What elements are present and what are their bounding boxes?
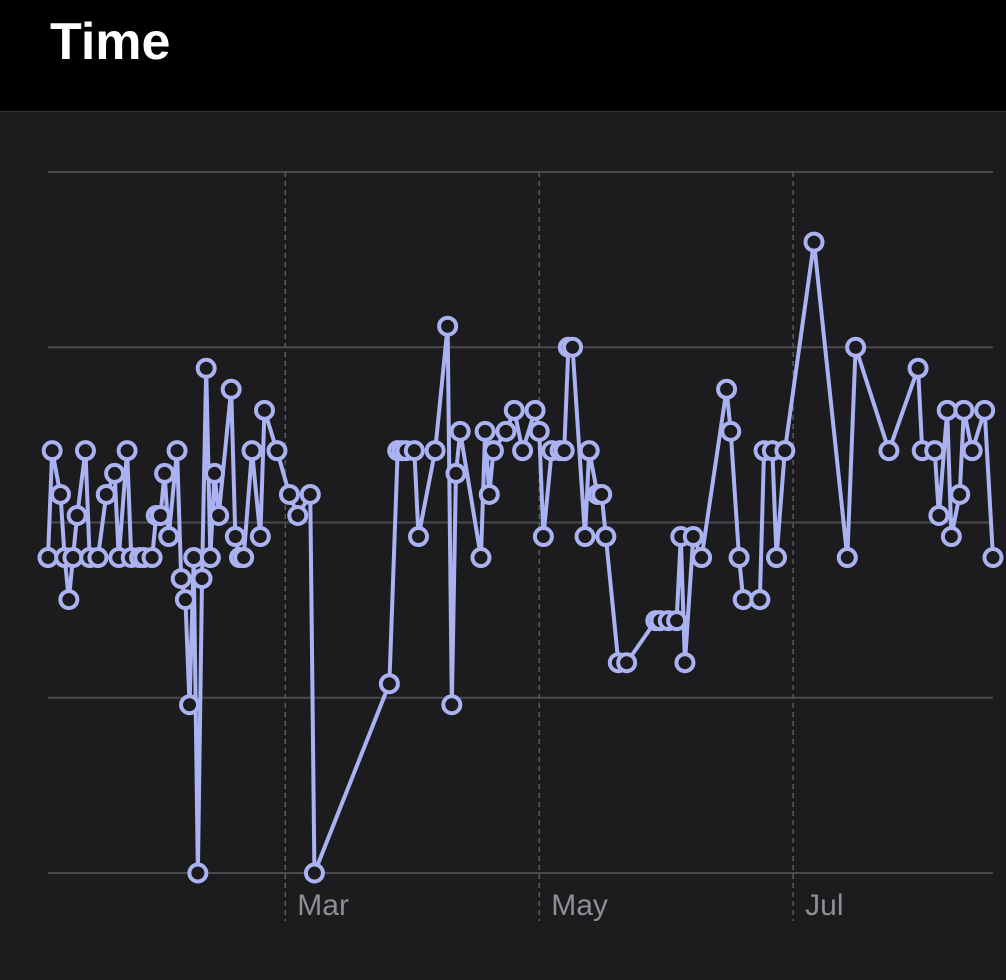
point xyxy=(437,315,459,337)
point xyxy=(408,526,430,548)
point xyxy=(961,440,983,462)
point xyxy=(378,673,400,695)
point xyxy=(303,862,325,884)
point xyxy=(553,440,575,462)
point xyxy=(154,462,176,484)
point xyxy=(524,399,546,421)
point xyxy=(474,420,496,442)
point xyxy=(41,440,63,462)
point xyxy=(441,694,463,716)
point xyxy=(37,547,59,569)
point xyxy=(149,504,171,526)
point xyxy=(482,440,504,462)
point xyxy=(716,378,738,400)
chart: Mar May Jul xyxy=(37,171,1004,922)
point xyxy=(199,547,221,569)
point xyxy=(204,462,226,484)
point xyxy=(728,547,750,569)
point xyxy=(74,440,96,462)
point xyxy=(907,357,929,379)
point xyxy=(49,483,71,505)
point xyxy=(924,440,946,462)
point xyxy=(940,526,962,548)
x-tick-label: Mar xyxy=(297,889,349,922)
point xyxy=(241,440,263,462)
point xyxy=(170,568,192,590)
point xyxy=(595,526,617,548)
point xyxy=(928,504,950,526)
point xyxy=(158,526,180,548)
point xyxy=(982,547,1004,569)
point xyxy=(749,589,771,611)
point xyxy=(116,440,138,462)
point xyxy=(66,504,88,526)
point xyxy=(528,420,550,442)
point xyxy=(445,462,467,484)
point xyxy=(87,547,109,569)
point xyxy=(166,440,188,462)
point xyxy=(220,378,242,400)
point xyxy=(949,483,971,505)
point xyxy=(974,399,996,421)
point xyxy=(803,231,825,253)
point xyxy=(187,862,209,884)
point xyxy=(532,526,554,548)
point xyxy=(299,483,321,505)
point xyxy=(249,526,271,548)
title: Time xyxy=(50,13,171,71)
point xyxy=(287,504,309,526)
point xyxy=(449,420,471,442)
point xyxy=(253,399,275,421)
header: Time xyxy=(0,0,1006,112)
point xyxy=(616,652,638,674)
point xyxy=(936,399,958,421)
point xyxy=(495,420,517,442)
point xyxy=(470,547,492,569)
point xyxy=(424,440,446,462)
point xyxy=(233,547,255,569)
point xyxy=(141,547,163,569)
point xyxy=(691,547,713,569)
point xyxy=(58,589,80,611)
point xyxy=(208,504,230,526)
point xyxy=(720,420,742,442)
point xyxy=(179,694,201,716)
point xyxy=(512,440,534,462)
point xyxy=(62,547,84,569)
point xyxy=(195,357,217,379)
point xyxy=(174,589,196,611)
point xyxy=(578,440,600,462)
point xyxy=(104,462,126,484)
point xyxy=(766,547,788,569)
point xyxy=(666,610,688,632)
point xyxy=(682,526,704,548)
point xyxy=(191,568,213,590)
point xyxy=(562,336,584,358)
point xyxy=(403,440,425,462)
point xyxy=(953,399,975,421)
point xyxy=(732,589,754,611)
point xyxy=(478,483,500,505)
point xyxy=(224,526,246,548)
point xyxy=(95,483,117,505)
point xyxy=(836,547,858,569)
point xyxy=(774,440,796,462)
point xyxy=(591,483,613,505)
point xyxy=(503,399,525,421)
point xyxy=(674,652,696,674)
point xyxy=(574,526,596,548)
x-tick-label: May xyxy=(551,889,608,922)
x-tick-label: Jul xyxy=(805,889,843,922)
point xyxy=(845,336,867,358)
point xyxy=(278,483,300,505)
point xyxy=(878,440,900,462)
point xyxy=(183,547,205,569)
point xyxy=(266,440,288,462)
